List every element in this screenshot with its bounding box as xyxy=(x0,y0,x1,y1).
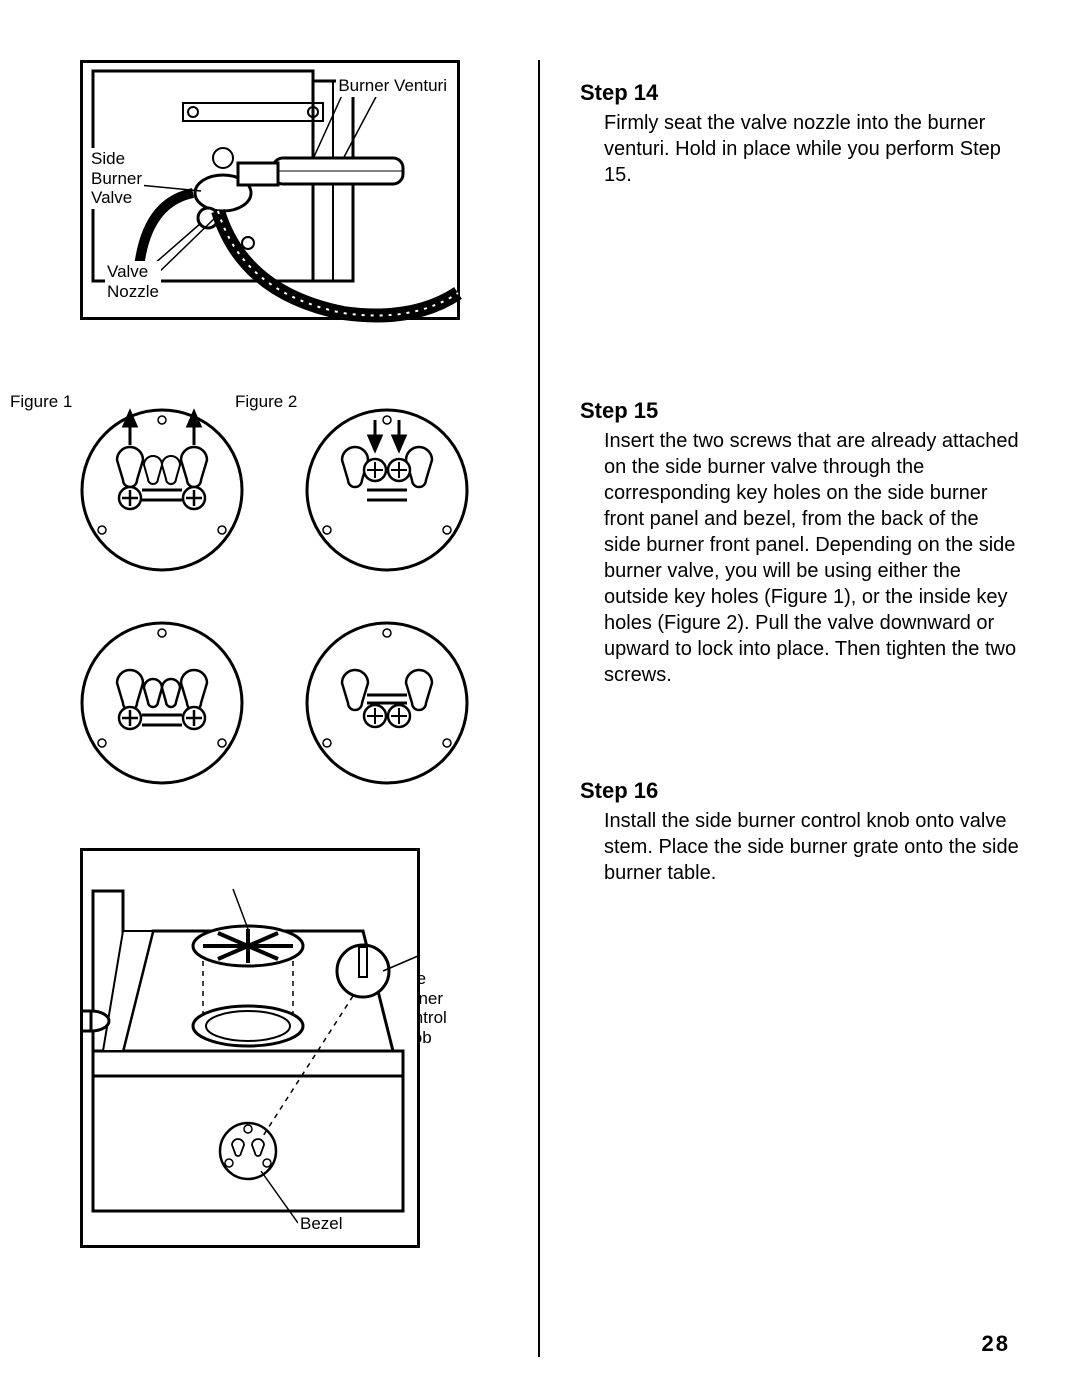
keyhole-fig1-top: Figure 1 xyxy=(70,390,255,585)
left-column: Burner Venturi Side Burner Valve Valve N… xyxy=(60,60,540,1357)
label-bezel: Bezel xyxy=(298,1213,345,1235)
step-14: Step 14 Firmly seat the valve nozzle int… xyxy=(580,80,1020,188)
figure-keyholes: Figure 1 xyxy=(70,390,500,798)
caption-figure-2: Figure 2 xyxy=(235,392,297,412)
label-side-burner-valve: Side Burner Valve xyxy=(89,148,144,209)
step-15-title: Step 15 xyxy=(580,398,1020,424)
step-16-body: Install the side burner control knob ont… xyxy=(580,808,1020,886)
keyhole-fig1-bottom xyxy=(70,603,255,798)
label-burner-venturi: Burner Venturi xyxy=(336,75,449,97)
step-15-body: Insert the two screws that are already a… xyxy=(580,428,1020,688)
manual-page: Burner Venturi Side Burner Valve Valve N… xyxy=(0,0,1080,1397)
keyhole-row-top: Figure 1 xyxy=(70,390,500,585)
step-14-body: Firmly seat the valve nozzle into the bu… xyxy=(580,110,1020,188)
side-burner-svg xyxy=(83,851,423,1251)
keyhole-fig2-bottom xyxy=(295,603,480,798)
keyhole-row-bottom xyxy=(70,603,500,798)
step-14-title: Step 14 xyxy=(580,80,1020,106)
keyhole-fig2-top: Figure 2 xyxy=(295,390,480,585)
side-burner-box: Bezel xyxy=(80,848,420,1248)
step-16: Step 16 Install the side burner control … xyxy=(580,778,1020,886)
page-number: 28 xyxy=(982,1331,1010,1357)
label-valve-nozzle: Valve Nozzle xyxy=(105,261,161,302)
caption-figure-1: Figure 1 xyxy=(10,392,72,412)
step-16-title: Step 16 xyxy=(580,778,1020,804)
step-15: Step 15 Insert the two screws that are a… xyxy=(580,398,1020,688)
right-column: Step 14 Firmly seat the valve nozzle int… xyxy=(540,60,1020,1357)
figure-burner-valve: Burner Venturi Side Burner Valve Valve N… xyxy=(80,60,460,320)
figure-side-burner: Side Burner Grate Side Burner Control Kn… xyxy=(80,848,500,1248)
